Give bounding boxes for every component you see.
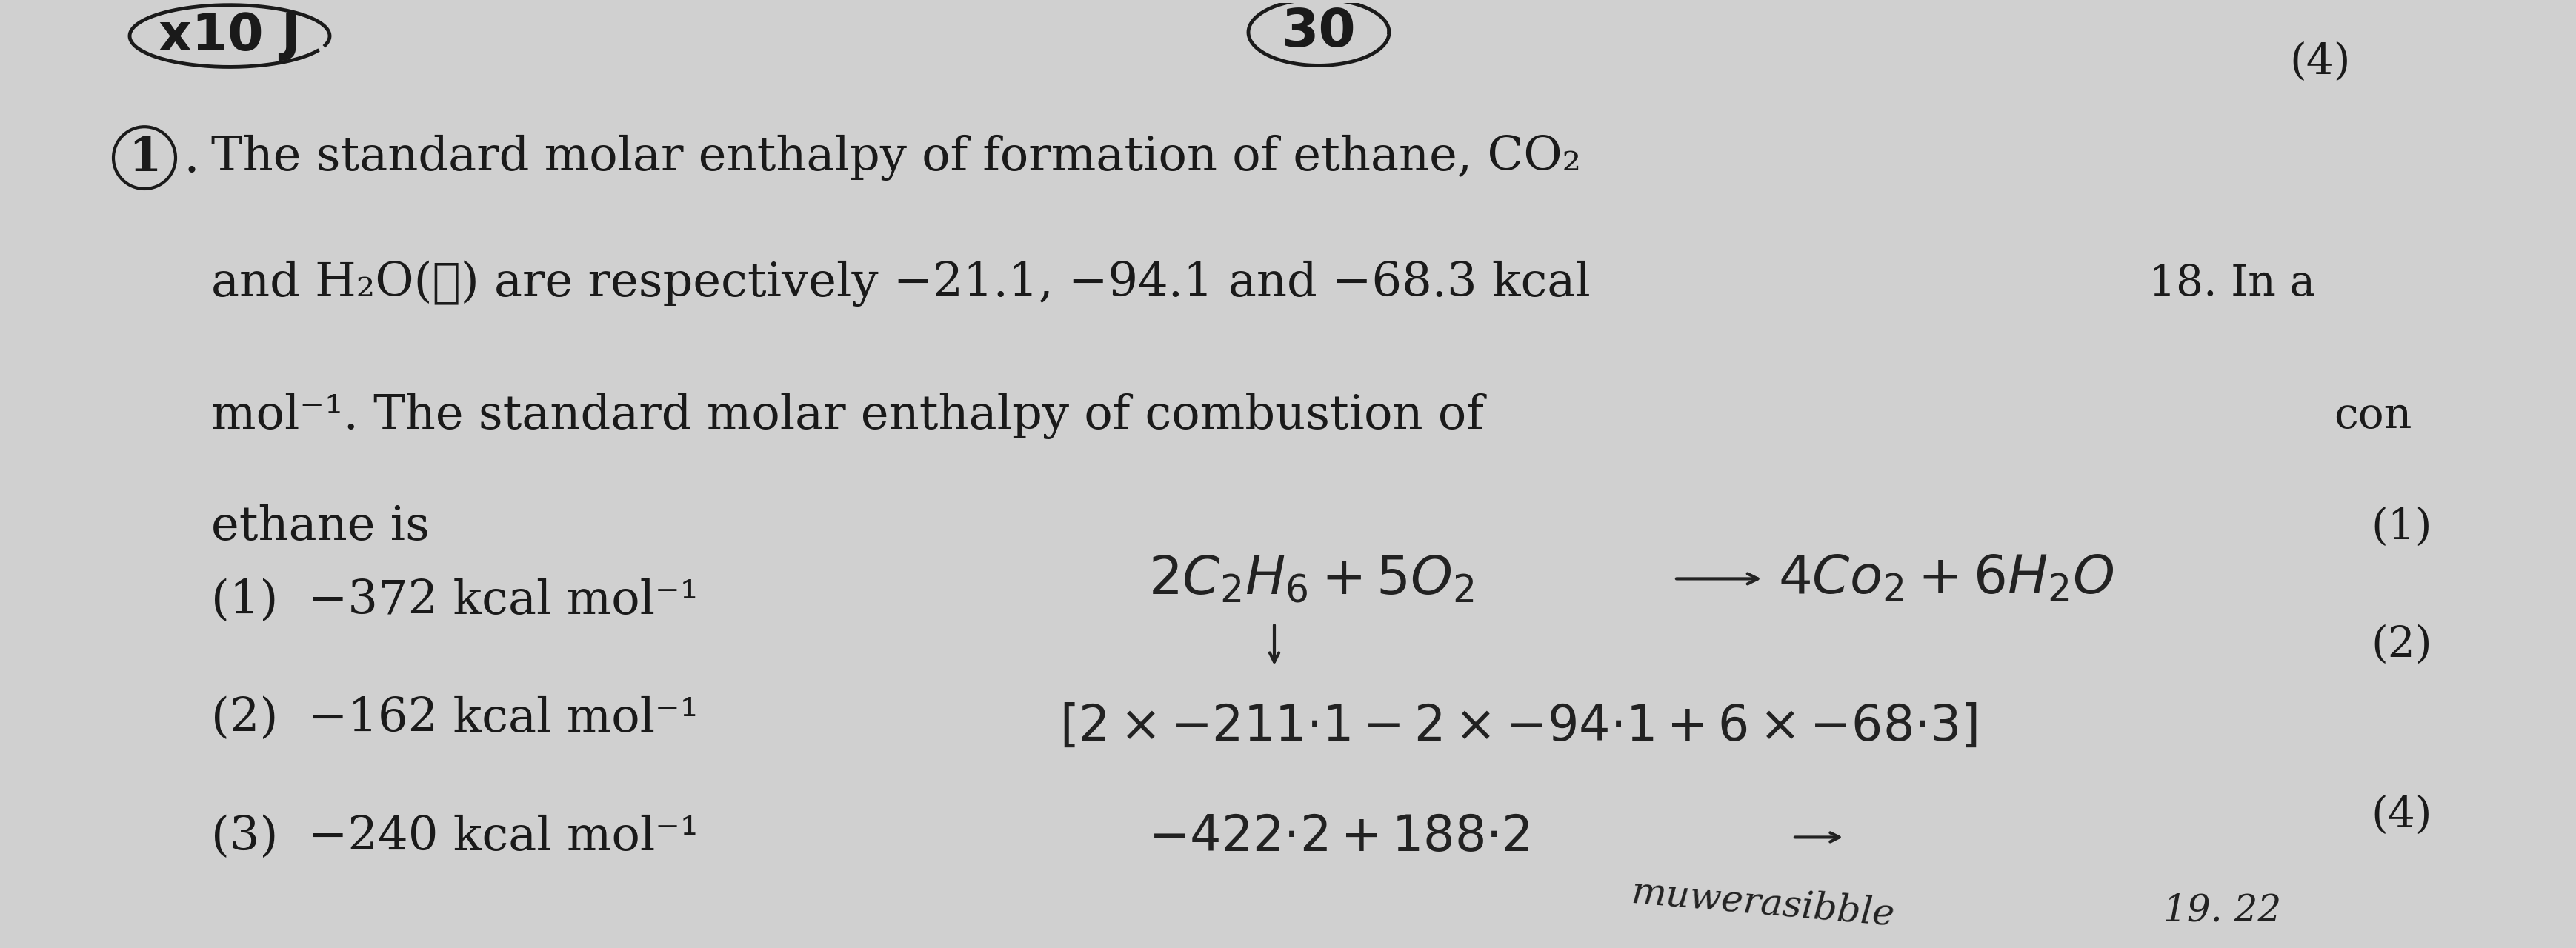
Text: .: . [183, 134, 201, 182]
Text: con: con [2334, 395, 2411, 437]
Text: (2): (2) [2370, 625, 2432, 665]
Text: muwerasibble: muwerasibble [1631, 874, 1896, 934]
Text: mol⁻¹. The standard molar enthalpy of combustion of: mol⁻¹. The standard molar enthalpy of co… [211, 393, 1484, 439]
Text: (4): (4) [2370, 794, 2432, 836]
Text: $2C_2H_6+5O_2$: $2C_2H_6+5O_2$ [1149, 553, 1473, 605]
Text: (1)  −372 kcal mol⁻¹: (1) −372 kcal mol⁻¹ [211, 578, 698, 624]
Text: (2)  −162 kcal mol⁻¹: (2) −162 kcal mol⁻¹ [211, 697, 698, 741]
Text: $[2\times{-}211{\cdot}1 - 2\times{-}94{\cdot}1 + 6\times{-}68{\cdot}3]$: $[2\times{-}211{\cdot}1 - 2\times{-}94{\… [1059, 702, 1978, 751]
Text: (3)  −240 kcal mol⁻¹: (3) −240 kcal mol⁻¹ [211, 814, 698, 860]
Text: (1): (1) [2370, 506, 2432, 548]
Text: 18. In a: 18. In a [2148, 263, 2316, 304]
Text: The standard molar enthalpy of formation of ethane, CO₂: The standard molar enthalpy of formation… [211, 135, 1582, 181]
Text: $4Co_2+6H_2O$: $4Co_2+6H_2O$ [1777, 553, 2115, 605]
Text: 1: 1 [129, 136, 160, 180]
Text: and H₂O(ℓ) are respectively −21.1, −94.1 and −68.3 kcal: and H₂O(ℓ) are respectively −21.1, −94.1… [211, 261, 1589, 306]
Text: ethane is: ethane is [211, 504, 430, 550]
Text: 30: 30 [1280, 7, 1355, 58]
Text: 19. 22: 19. 22 [2164, 893, 2282, 929]
Text: x10 J: x10 J [160, 11, 301, 61]
Text: (4): (4) [2290, 41, 2349, 82]
Text: $-422{\cdot}2 + 188{\cdot}2$: $-422{\cdot}2 + 188{\cdot}2$ [1149, 813, 1530, 862]
